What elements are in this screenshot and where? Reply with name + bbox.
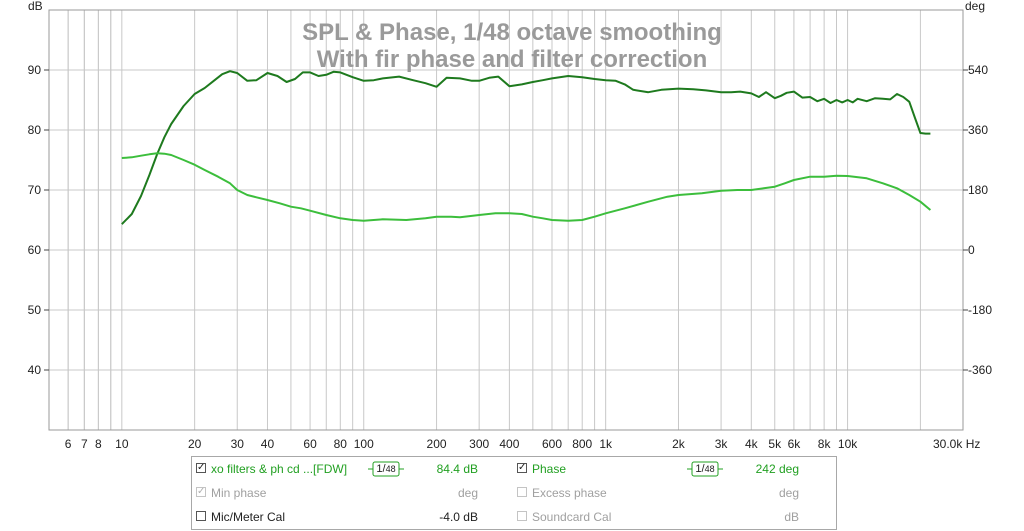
x-tick-label: 600 [542, 437, 562, 451]
y-left-tick-label: 60 [28, 243, 42, 257]
series-layer [121, 70, 932, 225]
grid [48, 9, 964, 431]
legend-excessphase-row[interactable]: Excess phase deg [517, 485, 807, 501]
x-tick-label: 4k [745, 437, 759, 451]
chart-subtitle: With fir phase and filter correction [317, 46, 708, 73]
phase-smoothing-num: 1 [695, 463, 702, 475]
y-right-tick-label: 180 [968, 183, 988, 197]
x-tick-label: 7 [81, 437, 88, 451]
chart: 6 7 8 10 20 30 40 60 80 100 200 300 400 600 800 1k 2k 3k 4… [28, 0, 993, 451]
spl-trace-name: xo filters & ph cd ...[FDW] [211, 462, 348, 476]
y-right-tick-label: 0 [968, 243, 975, 257]
spl-smoothing-control[interactable]: 1/48 [368, 461, 404, 477]
y-left-tick-label: 80 [28, 123, 42, 137]
minphase-cursor-value: deg [457, 486, 478, 500]
legend-minphase-row[interactable]: ✓ Min phase deg [196, 485, 486, 501]
x-tick-label: 5k [768, 437, 782, 451]
y-right-tick-label: -180 [968, 303, 992, 317]
minphase-checkbox[interactable]: ✓ [196, 486, 206, 497]
y-right-tick-label: 360 [968, 123, 988, 137]
spl-trace-line [121, 70, 931, 225]
legend-panel: ✓ xo filters & ph cd ...[FDW] 1/48 84.4 … [191, 456, 837, 530]
x-tick-label: 80 [334, 437, 348, 451]
x-tick-label: 100 [354, 437, 374, 451]
y-left-tick-label: 50 [28, 303, 42, 317]
miccal-trace-name: Mic/Meter Cal [211, 510, 286, 524]
plot-frame [48, 9, 964, 431]
y-left-unit: dB [28, 0, 43, 13]
x-tick-label: 6k [788, 437, 802, 451]
x-tick-label: 200 [427, 437, 447, 451]
soundcardcal-checkbox[interactable] [517, 511, 527, 521]
x-tick-label: 300 [469, 437, 489, 451]
miccal-cursor-value: -4.0 dB [439, 510, 478, 524]
spl-checkbox[interactable]: ✓ [196, 462, 206, 473]
axis-ticks: 6 7 8 10 20 30 40 60 80 100 200 300 400 600 800 1k 2k 3k 4… [28, 63, 993, 451]
phase-trace-name: Phase [532, 462, 567, 476]
legend-miccal-row[interactable]: Mic/Meter Cal -4.0 dB [196, 509, 486, 525]
x-tick-label: 6 [65, 437, 72, 451]
y-right-unit: deg [965, 0, 985, 13]
x-tick-label: 8 [95, 437, 102, 451]
excessphase-checkbox[interactable] [517, 487, 527, 497]
x-tick-label: 10 [115, 437, 129, 451]
legend-phase-row[interactable]: ✓ Phase 1/48 242 deg [517, 461, 807, 477]
legend-soundcardcal-row[interactable]: Soundcard Cal dB [517, 509, 807, 525]
x-tick-label: 3k [715, 437, 729, 451]
spl-smoothing-num: 1 [376, 463, 383, 475]
soundcardcal-trace-name: Soundcard Cal [532, 510, 612, 524]
x-tick-label: 30 [231, 437, 245, 451]
soundcardcal-cursor-value: dB [784, 510, 799, 524]
legend-spl-row[interactable]: ✓ xo filters & ph cd ...[FDW] 1/48 84.4 … [196, 461, 486, 477]
x-tick-label: 10k [838, 437, 858, 451]
x-tick-label: 2k [672, 437, 686, 451]
y-left-tick-label: 40 [28, 363, 42, 377]
phase-checkbox[interactable]: ✓ [517, 462, 527, 473]
y-left-tick-label: 70 [28, 183, 42, 197]
y-right-tick-label: -360 [968, 363, 992, 377]
x-tick-label: 30.0k Hz [933, 437, 980, 451]
chart-title: SPL & Phase, 1/48 octave smoothing [302, 19, 722, 46]
x-tick-label: 40 [261, 437, 275, 451]
phase-trace-line [121, 152, 932, 222]
y-left-tick-label: 90 [28, 63, 42, 77]
phase-smoothing-control[interactable]: 1/48 [687, 461, 723, 477]
x-tick-label: 20 [188, 437, 202, 451]
excessphase-cursor-value: deg [778, 486, 799, 500]
phase-smoothing-den: 48 [704, 464, 715, 474]
x-tick-label: 60 [303, 437, 317, 451]
phase-cursor-value: 242 deg [755, 462, 799, 476]
y-right-tick-label: 540 [968, 63, 988, 77]
x-tick-label: 800 [572, 437, 592, 451]
spl-cursor-value: 84.4 dB [436, 462, 478, 476]
miccal-checkbox[interactable] [196, 511, 206, 521]
excessphase-trace-name: Excess phase [532, 486, 607, 500]
x-tick-label: 8k [818, 437, 832, 451]
minphase-trace-name: Min phase [211, 486, 267, 500]
x-tick-label: 400 [499, 437, 519, 451]
spl-smoothing-den: 48 [385, 464, 396, 474]
x-tick-label: 1k [599, 437, 613, 451]
